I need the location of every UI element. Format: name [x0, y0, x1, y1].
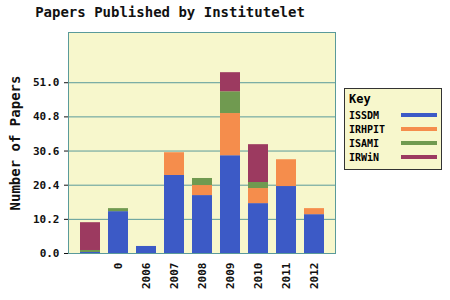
html-text:IRHPIT: IRHPIT	[349, 123, 386, 135]
svg-text:2007: 2007	[168, 263, 181, 290]
html-text:Papers Published by Institutel: Papers Published by Institutelet	[35, 4, 305, 20]
svg-text:51.0: 51.0	[33, 76, 60, 89]
html-text:Key: Key	[349, 92, 371, 106]
svg-text:40.8: 40.8	[33, 110, 60, 123]
svg-text:2012: 2012	[308, 263, 321, 290]
svg-text:10.2: 10.2	[33, 213, 60, 226]
html-text:IRWiN: IRWiN	[349, 151, 380, 163]
svg-text:0.0: 0.0	[40, 247, 60, 260]
svg-text:2011: 2011	[280, 262, 293, 289]
svg-text:2009: 2009	[224, 263, 237, 290]
svg-text:20.4: 20.4	[33, 179, 60, 192]
svg-text:Number of Papers: Number of Papers	[7, 76, 23, 211]
svg-text:30.6: 30.6	[33, 145, 60, 158]
html-text:ISAMI: ISAMI	[349, 137, 380, 149]
svg-text:2006: 2006	[140, 262, 153, 289]
svg-text:0: 0	[112, 263, 125, 270]
svg-text:2008: 2008	[196, 263, 209, 290]
html-text:ISSDM: ISSDM	[349, 109, 380, 121]
svg-text:2010: 2010	[252, 263, 265, 290]
